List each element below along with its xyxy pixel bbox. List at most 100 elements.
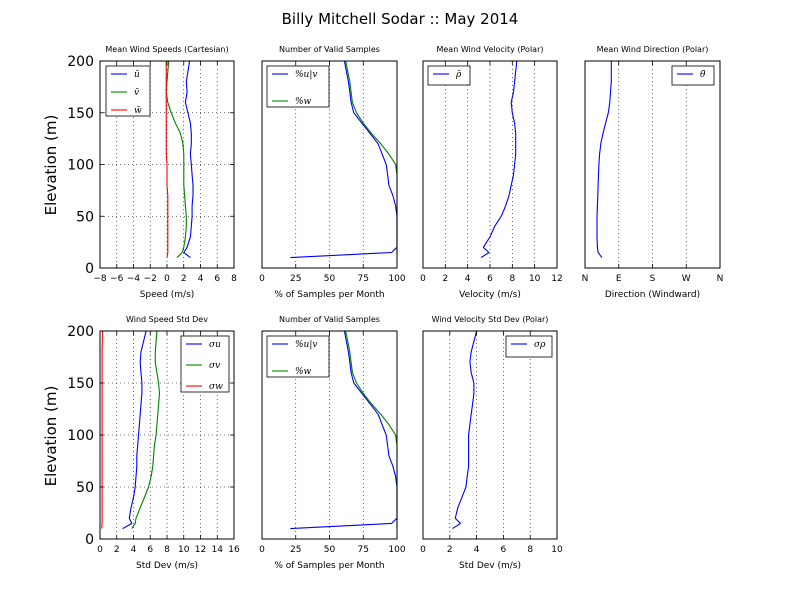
x-tick-label: −8 — [93, 274, 107, 284]
x-tick-label: 4 — [131, 545, 137, 555]
chart-panel-1: −8 −6 −4 −2 0 2 4 6 8 0 50 100 150 200 Mean Wind Speed… — [67, 45, 237, 300]
x-axis-label: % of Samples per Month — [274, 561, 384, 571]
series-line-2 — [131, 330, 161, 529]
legend: σρ — [505, 335, 553, 358]
x-tick-label: −2 — [144, 274, 157, 284]
x-tick-label: 0 — [164, 274, 170, 284]
x-tick-label: 100 — [388, 274, 405, 284]
x-tick-label: 0 — [97, 545, 103, 555]
series-line-2 — [345, 330, 398, 529]
series-line-1 — [480, 60, 518, 259]
legend: ū v̄ w̄ — [105, 65, 151, 117]
legend-label-1: ū — [134, 70, 140, 80]
x-tick-label: N — [717, 274, 724, 284]
x-axis-label: Std Dev (m/s) — [459, 561, 521, 571]
legend: %u|v %w — [266, 65, 330, 108]
legend-label-2: v̄ — [134, 88, 139, 98]
chart-panel-6: 0 25 50 75 100 Number of Valid Samples % of Sa… — [259, 315, 406, 571]
legend-label-3: σw — [209, 382, 223, 392]
x-tick-label: 8 — [164, 545, 170, 555]
panel-title: Wind Speed Std Dev — [126, 315, 208, 324]
legend: %u|v %w — [266, 335, 330, 378]
y-tick-label: 50 — [76, 209, 94, 225]
x-tick-label: 6 — [147, 545, 153, 555]
legend-label-1: ρ̄ — [455, 70, 462, 80]
y-tick-label: 0 — [85, 261, 94, 277]
series-line-1 — [596, 61, 612, 258]
x-tick-label: 50 — [324, 545, 336, 555]
x-tick-label: 2 — [447, 545, 453, 555]
y-tick-label: 200 — [67, 324, 94, 340]
x-tick-label: 25 — [290, 274, 301, 284]
y-tick-label: 0 — [85, 532, 94, 548]
x-tick-label: 0 — [420, 274, 426, 284]
x-tick-label: E — [616, 274, 622, 284]
panel-title: Mean Wind Speeds (Cartesian) — [105, 45, 228, 54]
x-tick-label: 10 — [529, 274, 541, 284]
panel-title: Number of Valid Samples — [279, 45, 380, 54]
x-tick-label: 0 — [259, 274, 265, 284]
series-line-3 — [101, 330, 104, 529]
plot-frame — [584, 60, 721, 269]
x-tick-label: 8 — [231, 274, 237, 284]
legend-label-1: σρ — [534, 340, 546, 350]
x-tick-label: 6 — [214, 274, 220, 284]
legend-label-2: %w — [295, 367, 312, 377]
legend: ρ̄ — [427, 65, 471, 86]
legend-box — [180, 335, 230, 393]
series-line-3 — [165, 61, 169, 258]
y-tick-label: 200 — [67, 54, 94, 70]
x-tick-label: 25 — [290, 545, 301, 555]
x-tick-label: 50 — [324, 274, 336, 284]
legend-label-1: %u|v — [295, 70, 317, 80]
legend-label-2: σv — [209, 361, 220, 371]
chart-panel-4: N E S W N Mean Wind Direction (Polar) Directio… — [582, 45, 724, 300]
x-tick-label: 4 — [198, 274, 204, 284]
x-tick-label: 100 — [388, 545, 405, 555]
x-tick-label: 4 — [474, 545, 480, 555]
x-tick-label: 16 — [228, 545, 240, 555]
x-axis-label: Velocity (m/s) — [459, 290, 521, 300]
x-tick-label: W — [682, 274, 691, 284]
legend-label-3: w̄ — [134, 106, 142, 116]
x-tick-label: 2 — [114, 545, 120, 555]
x-axis-label: % of Samples per Month — [274, 290, 384, 300]
bottom-row-elevation-label: Elevation (m) — [42, 386, 60, 487]
plot-frame — [422, 330, 558, 540]
x-tick-label: 6 — [501, 545, 507, 555]
x-axis-label: Direction (Windward) — [605, 290, 700, 300]
legend-label-1: θ̄ — [700, 70, 706, 80]
chart-panel-2: 0 25 50 75 100 Number of Valid Samples % of Sa… — [259, 45, 406, 300]
series-line-2 — [345, 60, 398, 258]
x-tick-label: 12 — [551, 274, 562, 284]
x-tick-label: 2 — [442, 274, 448, 284]
x-axis-label: Speed (m/s) — [140, 290, 195, 300]
y-tick-label: 100 — [67, 158, 94, 174]
y-tick-label: 150 — [67, 376, 94, 392]
legend-label-2: %w — [295, 97, 312, 107]
x-tick-label: 12 — [195, 545, 206, 555]
chart-panel-7: 0 2 4 6 8 10 Wind Velocity Std Dev (Polar) Std … — [420, 315, 563, 571]
legend-box — [505, 335, 553, 358]
top-row-elevation-label: Elevation (m) — [42, 115, 60, 216]
legend-label-1: σu — [209, 340, 221, 350]
panel-title: Number of Valid Samples — [279, 315, 380, 324]
legend-box — [427, 65, 471, 86]
x-tick-label: S — [650, 274, 656, 284]
series-line-1 — [122, 330, 147, 530]
legend-label-1: %u|v — [295, 340, 317, 350]
x-tick-label: −6 — [110, 274, 124, 284]
series-line-2 — [165, 60, 187, 258]
panel-title: Mean Wind Velocity (Polar) — [436, 45, 543, 54]
x-tick-label: 75 — [358, 274, 369, 284]
x-tick-label: 0 — [420, 545, 426, 555]
x-tick-label: 10 — [551, 545, 563, 555]
legend: σu σv σw — [180, 335, 230, 393]
x-tick-label: N — [582, 274, 589, 284]
legend-box — [266, 335, 330, 378]
x-tick-label: 0 — [259, 545, 265, 555]
x-tick-label: 75 — [358, 545, 369, 555]
x-tick-label: 8 — [527, 545, 533, 555]
